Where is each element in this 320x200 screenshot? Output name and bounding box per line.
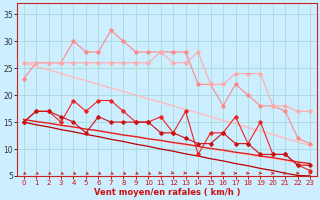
X-axis label: Vent moyen/en rafales ( km/h ): Vent moyen/en rafales ( km/h ) — [94, 188, 240, 197]
